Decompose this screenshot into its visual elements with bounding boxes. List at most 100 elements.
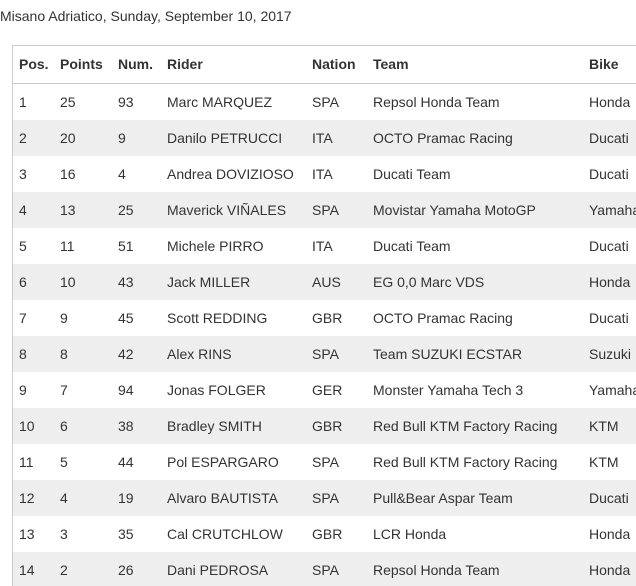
table-cell: ITA: [312, 238, 333, 254]
table-cell: 25: [60, 94, 76, 110]
table-cell: Andrea DOVIZIOSO: [167, 166, 294, 182]
table-cell: 2: [60, 562, 68, 578]
table-cell: 43: [118, 274, 134, 290]
table-cell: 7: [60, 382, 68, 398]
table-row: 13 3 35 Cal CRUTCHLOW GBR LCR Honda Honda: [13, 516, 636, 552]
table-cell: Jonas FOLGER: [167, 382, 266, 398]
table-cell: Dani PEDROSA: [167, 562, 269, 578]
table-cell: Alex RINS: [167, 346, 232, 362]
table-cell: Yamaha: [589, 382, 636, 398]
table-cell: Yamaha: [589, 202, 636, 218]
table-cell: Pol ESPARGARO: [167, 454, 279, 470]
table-row: 7 9 45 Scott REDDING GBR OCTO Pramac Racing Du…: [13, 300, 636, 336]
header-cell: Points: [60, 56, 103, 72]
table-cell: 10: [60, 274, 76, 290]
table-cell: Alvaro BAUTISTA: [167, 490, 278, 506]
header-cell: Num.: [118, 56, 153, 72]
table-cell: 16: [60, 166, 76, 182]
table-row: 3 16 4 Andrea DOVIZIOSO ITA Ducati Team Ducati: [13, 156, 636, 192]
table-cell: Cal CRUTCHLOW: [167, 526, 283, 542]
table-cell: KTM: [589, 454, 619, 470]
table-cell: SPA: [312, 94, 339, 110]
table-cell: 6: [19, 274, 27, 290]
table-cell: 9: [60, 310, 68, 326]
table-cell: 10: [19, 418, 35, 434]
table-cell: 5: [19, 238, 27, 254]
table-cell: Suzuki: [589, 346, 632, 362]
header-cell: Pos.: [19, 56, 49, 72]
table-row: 14 2 26 Dani PEDROSA SPA Repsol Honda Team Hon…: [13, 552, 636, 586]
table-row: 12 4 19 Alvaro BAUTISTA SPA Pull&Bear Aspar T…: [13, 480, 636, 516]
header-cell: Rider: [167, 56, 203, 72]
table-cell: GBR: [312, 310, 343, 326]
table-cell: Michele PIRRO: [167, 238, 264, 254]
table-cell: Scott REDDING: [167, 310, 268, 326]
table-cell: 38: [118, 418, 134, 434]
table-cell: Monster Yamaha Tech 3: [373, 382, 524, 398]
table-row: 9 7 94 Jonas FOLGER GER Monster Yamaha Tech 3…: [13, 372, 636, 408]
table-cell: 25: [118, 202, 134, 218]
table-cell: Marc MARQUEZ: [167, 94, 272, 110]
table-cell: OCTO Pramac Racing: [373, 130, 513, 146]
table-cell: 93: [118, 94, 134, 110]
table-cell: 4: [19, 202, 27, 218]
table-cell: KTM: [589, 418, 619, 434]
table-cell: SPA: [312, 454, 339, 470]
table-cell: 2: [19, 130, 27, 146]
table-cell: 11: [19, 454, 34, 470]
table-cell: 6: [60, 418, 68, 434]
table-cell: 1: [19, 94, 27, 110]
table-cell: 4: [60, 490, 68, 506]
table-cell: 3: [19, 166, 27, 182]
table-cell: SPA: [312, 562, 339, 578]
results-table: Pos. Points Num. Rider Nation Team Bike 1 25 93 Ma…: [12, 45, 636, 586]
table-cell: 11: [60, 238, 75, 254]
table-cell: 4: [118, 166, 126, 182]
table-cell: LCR Honda: [373, 526, 447, 542]
table-cell: SPA: [312, 346, 339, 362]
table-cell: 20: [60, 130, 76, 146]
table-row: 6 10 43 Jack MILLER AUS EG 0,0 Marc VDS Honda: [13, 264, 636, 300]
table-cell: Ducati: [589, 166, 629, 182]
table-cell: ITA: [312, 166, 333, 182]
table-cell: 9: [118, 130, 126, 146]
table-cell: Ducati: [589, 130, 629, 146]
table-cell: Ducati Team: [373, 238, 451, 254]
table-cell: Repsol Honda Team: [373, 562, 500, 578]
table-row: 8 8 42 Alex RINS SPA Team SUZUKI ECSTAR Suzuki: [13, 336, 636, 372]
header-cell: Nation: [312, 56, 356, 72]
table-cell: Honda: [589, 526, 631, 542]
table-cell: Ducati: [589, 238, 629, 254]
table-cell: OCTO Pramac Racing: [373, 310, 513, 326]
table-row: 1 25 93 Marc MARQUEZ SPA Repsol Honda Team Hon…: [13, 84, 636, 120]
table-cell: 13: [19, 526, 35, 542]
table-cell: SPA: [312, 490, 339, 506]
table-cell: Honda: [589, 94, 631, 110]
table-cell: Red Bull KTM Factory Racing: [373, 418, 558, 434]
table-cell: 19: [118, 490, 134, 506]
table-row: 11 5 44 Pol ESPARGARO SPA Red Bull KTM Factor…: [13, 444, 636, 480]
table-cell: Ducati: [589, 310, 629, 326]
table-cell: Maverick VIÑALES: [167, 202, 287, 218]
table-cell: Pull&Bear Aspar Team: [373, 490, 513, 506]
table-cell: Danilo PETRUCCI: [167, 130, 283, 146]
table-cell: Repsol Honda Team: [373, 94, 500, 110]
table-cell: 9: [19, 382, 27, 398]
header-cell: Bike: [589, 56, 619, 72]
header-row: Pos. Points Num. Rider Nation Team Bike: [13, 46, 636, 84]
table-cell: Team SUZUKI ECSTAR: [373, 346, 523, 362]
table-cell: GER: [312, 382, 343, 398]
table-cell: 5: [60, 454, 68, 470]
table-cell: 3: [60, 526, 68, 542]
table-cell: SPA: [312, 202, 339, 218]
table-cell: 44: [118, 454, 134, 470]
table-cell: EG 0,0 Marc VDS: [373, 274, 485, 290]
table-cell: 35: [118, 526, 134, 542]
table-cell: 12: [19, 490, 35, 506]
table-cell: GBR: [312, 526, 343, 542]
table-cell: 13: [60, 202, 76, 218]
table-cell: Jack MILLER: [167, 274, 251, 290]
table-cell: 8: [60, 346, 68, 362]
header-cell: Team: [373, 56, 409, 72]
page: Misano Adriatico, Sunday, September 10, …: [0, 8, 636, 586]
